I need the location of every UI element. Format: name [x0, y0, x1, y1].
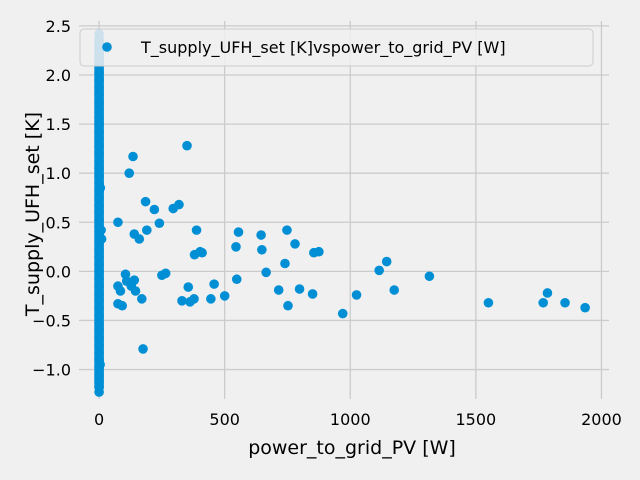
data-point-0-95	[261, 267, 271, 278]
data-point-0-67	[134, 234, 145, 244]
data-point-0-101	[294, 284, 305, 294]
data-point-0-75	[160, 268, 171, 279]
data-point-0-114	[560, 297, 570, 308]
data-point-0-108	[381, 256, 392, 267]
data-point-0-57	[115, 286, 126, 296]
data-point-0-109	[389, 285, 400, 295]
dense-point-band-0	[94, 33, 104, 393]
data-point-0-79	[182, 140, 192, 151]
data-point-0-93	[256, 230, 266, 240]
y-tick-label-6: 2.0	[46, 66, 71, 85]
data-point-0-115	[580, 302, 590, 313]
data-point-0-113	[542, 288, 553, 298]
data-point-0-106	[351, 290, 362, 300]
legend-marker	[102, 42, 112, 52]
data-point-0-100	[290, 239, 300, 249]
data-point-0-78	[177, 296, 187, 306]
data-point-0-58	[117, 300, 128, 311]
data-point-0-102	[307, 289, 318, 299]
x-tick-label-0: 0	[94, 410, 104, 429]
x-tick-label-3: 1500	[456, 410, 497, 429]
data-point-0-82	[189, 294, 199, 304]
y-tick-label-5: 1.5	[46, 115, 71, 134]
data-point-0-63	[128, 151, 138, 162]
data-point-0-68	[136, 294, 147, 304]
y-tick-label-7: 2.5	[46, 17, 71, 36]
data-point-0-65	[129, 275, 140, 286]
x-tick-label-1: 500	[209, 410, 240, 429]
x-axis-label: power_to_grid_PV [W]	[248, 437, 456, 459]
legend: T_supply_UFH_set [K]vspower_to_grid_PV […	[79, 28, 594, 67]
data-point-0-90	[231, 242, 241, 252]
data-point-0-61	[124, 168, 135, 178]
data-point-0-84	[191, 225, 202, 235]
data-point-0-70	[140, 196, 151, 207]
data-point-0-72	[149, 204, 160, 215]
y-tick-label-4: 1.0	[46, 164, 71, 183]
data-point-0-71	[142, 225, 152, 235]
legend-box	[79, 28, 594, 67]
x-tick-label-4: 2000	[581, 410, 622, 429]
data-point-0-98	[282, 225, 292, 235]
y-axis-label: T_supply_UFH_set [K]	[22, 112, 44, 317]
data-point-0-87	[206, 294, 216, 304]
y-tick-labels: −1.0 −0.5 0.0 0.5 1.0 1.5 2.0 2.5	[32, 17, 71, 380]
y-tick-label-2: 0.0	[46, 262, 71, 281]
data-point-0-86	[197, 247, 207, 258]
data-point-0-91	[231, 274, 242, 285]
data-point-0-105	[337, 308, 348, 319]
x-tick-label-2: 1000	[330, 410, 371, 429]
data-point-0-111	[483, 297, 494, 308]
data-point-0-110	[424, 271, 435, 282]
data-point-0-96	[273, 285, 284, 295]
data-point-0-54	[113, 217, 123, 228]
data-point-0-92	[233, 227, 244, 237]
data-point-0-97	[280, 258, 290, 269]
y-tick-label-0: −1.0	[32, 361, 71, 380]
data-point-0-107	[374, 265, 384, 276]
data-point-0-89	[219, 291, 230, 301]
data-point-0-77	[174, 199, 184, 210]
y-tick-label-1: −0.5	[32, 311, 71, 330]
data-point-0-94	[257, 244, 267, 255]
data-point-0-88	[209, 279, 219, 289]
legend-label: T_supply_UFH_set [K]vspower_to_grid_PV […	[140, 38, 506, 58]
data-point-0-99	[283, 300, 293, 311]
x-tick-labels: 0 500 1000 1500 2000	[94, 410, 622, 429]
y-tick-label-3: 0.5	[46, 213, 71, 232]
data-point-0-66	[130, 286, 141, 296]
data-point-0-80	[183, 282, 194, 292]
data-point-0-104	[314, 246, 324, 257]
data-point-0-73	[154, 218, 165, 229]
data-point-0-112	[538, 297, 548, 308]
data-point-0-69	[138, 344, 148, 354]
